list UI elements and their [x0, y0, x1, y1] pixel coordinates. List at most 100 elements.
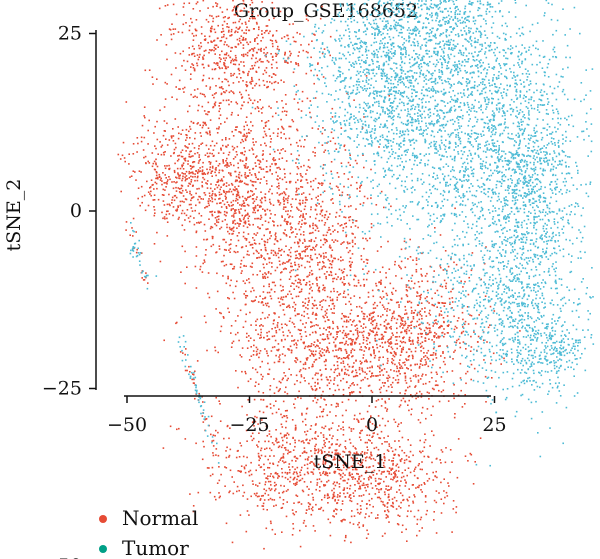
point — [319, 369, 322, 371]
point — [272, 254, 275, 256]
point — [421, 322, 423, 325]
point — [460, 280, 462, 282]
point — [404, 375, 407, 378]
point — [268, 314, 270, 316]
point — [340, 243, 342, 245]
point — [376, 331, 378, 334]
point — [310, 461, 312, 463]
point — [231, 227, 233, 230]
point — [264, 481, 267, 483]
point — [255, 324, 257, 326]
point — [302, 305, 304, 307]
point — [334, 338, 337, 341]
point — [354, 447, 356, 449]
point — [269, 295, 272, 297]
point — [388, 326, 391, 329]
point — [312, 388, 314, 391]
point — [343, 373, 346, 375]
point — [339, 208, 342, 211]
point — [160, 146, 163, 148]
point — [356, 508, 359, 511]
point — [300, 180, 302, 182]
point — [375, 400, 378, 402]
point — [335, 405, 337, 408]
point — [304, 361, 307, 364]
point — [287, 34, 289, 37]
point — [403, 336, 405, 338]
point — [254, 84, 256, 87]
point — [326, 316, 328, 318]
point — [231, 184, 234, 186]
point — [375, 285, 378, 287]
point — [351, 241, 354, 243]
point — [240, 263, 242, 265]
point — [190, 194, 193, 196]
point — [418, 530, 421, 532]
point — [283, 191, 285, 193]
point — [285, 426, 287, 429]
point — [419, 421, 422, 424]
point — [342, 296, 345, 298]
point — [344, 348, 347, 351]
point — [321, 338, 324, 341]
point — [337, 327, 339, 330]
point — [357, 335, 360, 337]
point — [418, 365, 421, 368]
point — [342, 455, 344, 458]
point — [278, 328, 281, 331]
point — [237, 166, 240, 169]
point — [342, 479, 345, 482]
point — [327, 229, 330, 231]
point — [419, 378, 422, 380]
point — [276, 192, 279, 194]
point — [259, 337, 261, 339]
point — [203, 172, 205, 174]
point — [345, 326, 348, 328]
point — [426, 272, 428, 275]
point — [254, 211, 256, 214]
point — [432, 347, 435, 350]
point — [331, 422, 334, 424]
point — [270, 203, 272, 205]
point — [366, 343, 369, 345]
point — [192, 196, 195, 198]
point — [438, 337, 440, 339]
point — [175, 196, 178, 199]
point — [277, 201, 280, 203]
point — [207, 155, 209, 158]
point — [250, 243, 252, 246]
point — [366, 361, 368, 363]
point — [365, 237, 367, 240]
point — [285, 420, 288, 423]
point — [360, 452, 362, 455]
point — [242, 326, 245, 328]
point — [217, 221, 220, 224]
point — [245, 29, 247, 31]
point — [219, 67, 221, 70]
point — [410, 327, 412, 329]
point — [137, 142, 139, 145]
point — [242, 140, 245, 143]
point — [184, 173, 186, 175]
point — [267, 466, 269, 469]
point — [290, 351, 293, 354]
point — [382, 296, 385, 298]
point — [252, 202, 255, 204]
point — [300, 179, 303, 181]
point — [350, 515, 353, 518]
point — [199, 10, 201, 12]
point — [220, 39, 223, 42]
point — [487, 326, 490, 329]
point — [252, 17, 254, 20]
point — [441, 285, 444, 288]
point — [324, 214, 327, 216]
point — [347, 466, 350, 469]
point — [308, 240, 311, 242]
point — [303, 208, 306, 211]
point — [348, 387, 350, 389]
point — [270, 235, 272, 237]
point — [222, 159, 224, 161]
point — [380, 478, 382, 480]
point — [340, 469, 343, 472]
point — [324, 320, 327, 323]
